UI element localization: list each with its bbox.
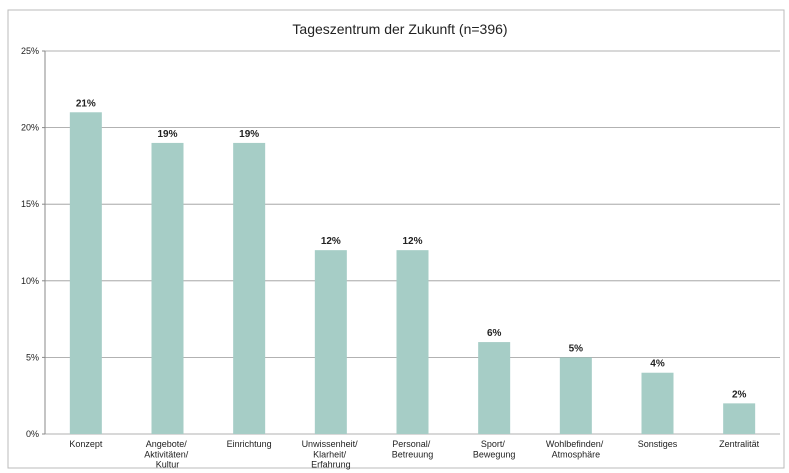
y-tick-label: 0% [26,429,39,439]
chart-title: Tageszentrum der Zukunft (n=396) [292,21,507,37]
bar [723,403,756,434]
value-label: 21% [76,98,96,109]
x-tick-label: Sport/ Bewegung [473,439,516,459]
y-tick-label: 20% [21,123,39,133]
y-tick-label: 15% [21,199,39,209]
value-label: 19% [157,129,177,140]
x-tick-label: Konzept [69,439,103,449]
x-tick-label: Einrichtung [227,439,272,449]
bar [233,142,266,435]
bar [396,250,429,434]
value-label: 12% [402,236,422,247]
bar [559,357,592,434]
bar [478,342,511,434]
bar [69,112,102,434]
value-label: 12% [321,236,341,247]
value-label: 19% [239,129,259,140]
x-tick-label: Angebote/ Aktivitäten/ Kultur [144,439,191,470]
x-tick-label: Personal/ Betreuung [392,439,434,459]
value-label: 5% [569,343,584,354]
y-tick-label: 10% [21,276,39,286]
x-tick-label: Unwissenheit/ Klarheit/ Erfahrung [302,439,361,470]
value-label: 2% [732,389,747,400]
y-tick-label: 5% [26,352,39,362]
bar [314,250,347,434]
x-tick-label: Zentralität [719,439,760,449]
value-label: 4% [650,359,665,370]
y-tick-label: 25% [21,46,39,56]
bar [641,372,674,434]
bar [151,142,184,435]
x-tick-label: Wohlbefinden/ Atmosphäre [546,439,606,459]
value-label: 6% [487,328,502,339]
x-tick-label: Sonstiges [638,439,678,449]
